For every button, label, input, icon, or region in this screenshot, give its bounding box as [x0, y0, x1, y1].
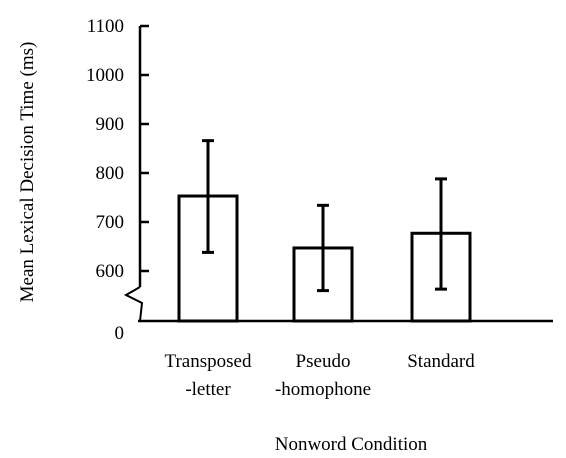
y-tick-label: 600 — [96, 261, 125, 282]
x-axis-title: Nonword Condition — [275, 434, 428, 455]
category-label: Standard — [407, 351, 475, 372]
y-axis-title: Mean Lexical Decision Time (ms) — [17, 42, 38, 303]
category-label: -letter — [185, 379, 231, 400]
category-label: Transposed — [165, 351, 252, 372]
error-bars — [202, 139, 447, 293]
y-tick-label: 900 — [96, 114, 125, 135]
y-tick-label: 800 — [96, 163, 125, 184]
y-tick-label: 1100 — [87, 16, 124, 37]
category-label: Pseudo — [296, 351, 351, 372]
category-label: -homophone — [275, 379, 371, 400]
y-tick-label: 700 — [96, 212, 125, 233]
labels: 1100 1000 900 800 700 600 0 Transposed -letter Ps… — [86, 16, 475, 400]
y-axis-break — [123, 286, 144, 322]
y-tick-label: 1000 — [86, 65, 124, 86]
y-tick-label-zero: 0 — [115, 323, 125, 344]
